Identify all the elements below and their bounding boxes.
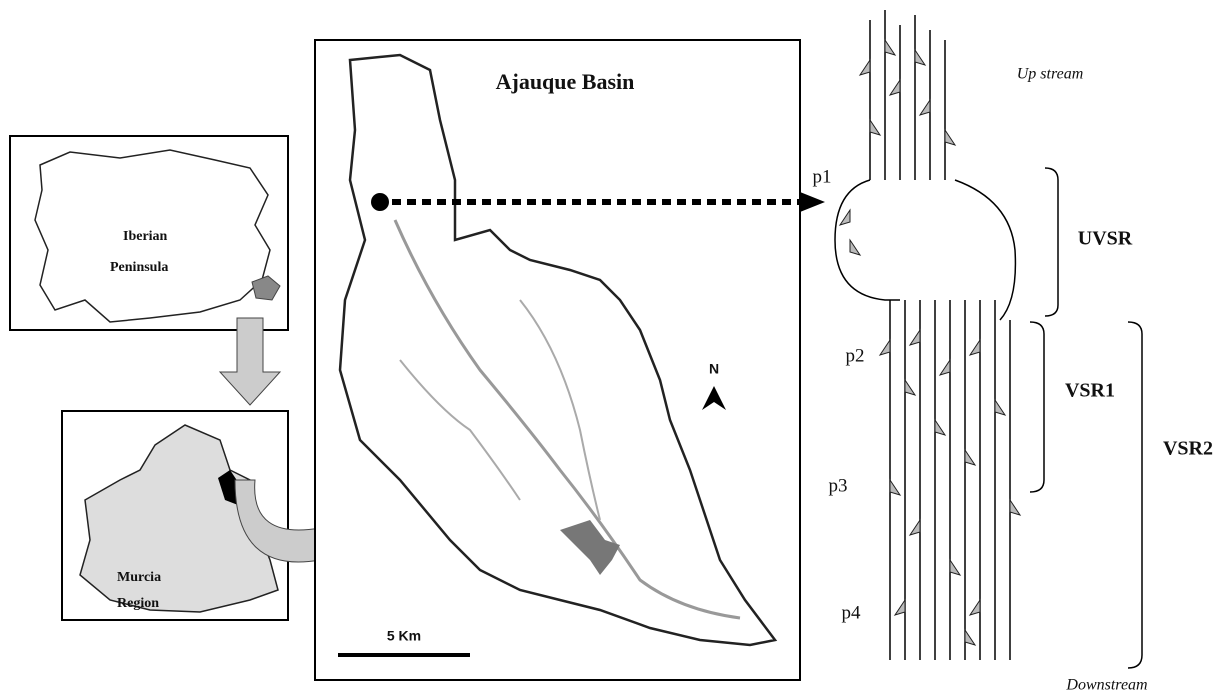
zone-label: UVSR: [1078, 228, 1133, 250]
basin-panel: Ajauque Basin N 5 Km: [314, 39, 825, 681]
basin-title: Ajauque Basin: [496, 69, 635, 94]
north-label: N: [709, 361, 719, 377]
murcia-label: Region: [117, 596, 159, 611]
point-label: p1: [813, 166, 832, 187]
zone-label: VSR1: [1065, 380, 1115, 402]
murcia-label: Murcia: [117, 570, 161, 585]
scale-label: 5 Km: [387, 628, 421, 644]
murcia-panel: Murcia Region: [61, 410, 289, 621]
upstream-label: Up stream: [1017, 66, 1084, 83]
point-label: p4: [842, 602, 862, 623]
iberia-label: Peninsula: [110, 260, 168, 275]
arrow: [218, 317, 282, 406]
point-label: p3: [829, 475, 848, 496]
downstream-label: Downstream: [1065, 677, 1147, 694]
iberia-panel: Iberian Peninsula: [9, 135, 289, 331]
plot-diagram: [834, 10, 1143, 669]
zone-label: VSR2: [1163, 438, 1213, 460]
iberia-label: Iberian: [123, 229, 168, 244]
point-label: p2: [846, 345, 865, 366]
